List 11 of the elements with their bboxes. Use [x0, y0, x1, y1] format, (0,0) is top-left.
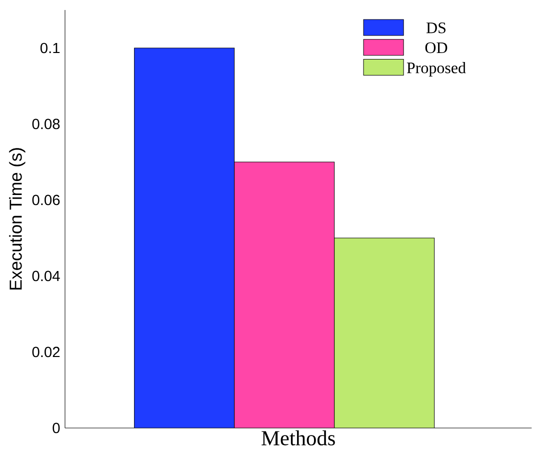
- y-tick-label: 0.1: [40, 42, 60, 54]
- y-axis-title: Execution Time (s): [9, 148, 26, 290]
- legend-label: Proposed: [406, 62, 466, 77]
- x-axis-title: Methods: [262, 430, 335, 446]
- y-tick-label: 0.02: [32, 346, 60, 358]
- legend-label: DS: [426, 22, 446, 34]
- legend-label: OD: [425, 42, 448, 54]
- y-tick-label: 0.08: [32, 118, 60, 130]
- y-tick-label: 0.04: [32, 270, 60, 282]
- y-tick-label: 0.06: [32, 194, 60, 206]
- y-tick-label: 0: [52, 422, 60, 434]
